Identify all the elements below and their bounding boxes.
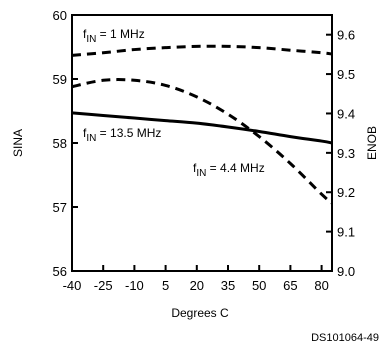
- plot-frame: [71, 14, 333, 272]
- y2-tick-label: 9.5: [337, 67, 355, 82]
- y2-axis-title: ENOB: [365, 126, 379, 160]
- x-tick-label: 35: [221, 278, 235, 293]
- y2-tick-label: 9.4: [337, 106, 355, 121]
- x-tick-label: 65: [283, 278, 297, 293]
- annotation-44mhz: fIN = 4.4 MHz: [193, 161, 265, 179]
- series-line-0: [71, 44, 333, 57]
- x-tick-label: 20: [190, 278, 204, 293]
- x-axis-title: Degrees C: [171, 306, 229, 320]
- annotation-44mhz-sub: IN: [196, 168, 206, 179]
- y2-tick-label: 9.3: [337, 146, 355, 161]
- y2-tick-label: 9.6: [337, 28, 355, 43]
- x-tick-label: 50: [252, 278, 266, 293]
- annotation-44mhz-rest: = 4.4 MHz: [206, 161, 264, 175]
- axes: [71, 14, 333, 272]
- annotation-135mhz-rest: = 13.5 MHz: [96, 126, 161, 140]
- plot-area: [71, 44, 333, 205]
- x-tick-label: -40: [63, 278, 82, 293]
- annotation-1mhz: fIN = 1 MHz: [83, 27, 145, 45]
- y-tick-label: 58: [53, 136, 67, 151]
- annotation-44mhz-f: f: [193, 161, 197, 175]
- labels: 56 57 58 59 60 9.0 9.1 9.2 9.3 9.4 9.5 9.6 -40 -25 -10…: [53, 8, 356, 293]
- annotation-1mhz-sub: IN: [86, 34, 96, 45]
- annotation-135mhz: fIN = 13.5 MHz: [83, 126, 161, 144]
- y-tick-label: 56: [53, 264, 67, 279]
- series-line-2: [71, 78, 333, 205]
- x-tick-label: 80: [314, 278, 328, 293]
- y-tick-label: 57: [53, 200, 67, 215]
- y2-tick-label: 9.2: [337, 185, 355, 200]
- x-tick-label: -25: [94, 278, 113, 293]
- annotation-135mhz-f: f: [83, 126, 87, 140]
- y2-tick-label: 9.1: [337, 225, 355, 240]
- annotation-1mhz-f: f: [83, 27, 87, 41]
- annotation-135mhz-sub: IN: [86, 133, 96, 144]
- y-tick-label: 59: [53, 72, 67, 87]
- annotation-1mhz-rest: = 1 MHz: [96, 27, 144, 41]
- series-line-1: [71, 111, 333, 145]
- y-axis-title: SINA: [11, 129, 25, 157]
- x-tick-label: -10: [125, 278, 144, 293]
- y-tick-label: 60: [53, 8, 67, 23]
- y2-tick-label: 9.0: [337, 264, 355, 279]
- x-tick-label: 5: [162, 278, 169, 293]
- figure-id: DS101064-49: [311, 332, 379, 344]
